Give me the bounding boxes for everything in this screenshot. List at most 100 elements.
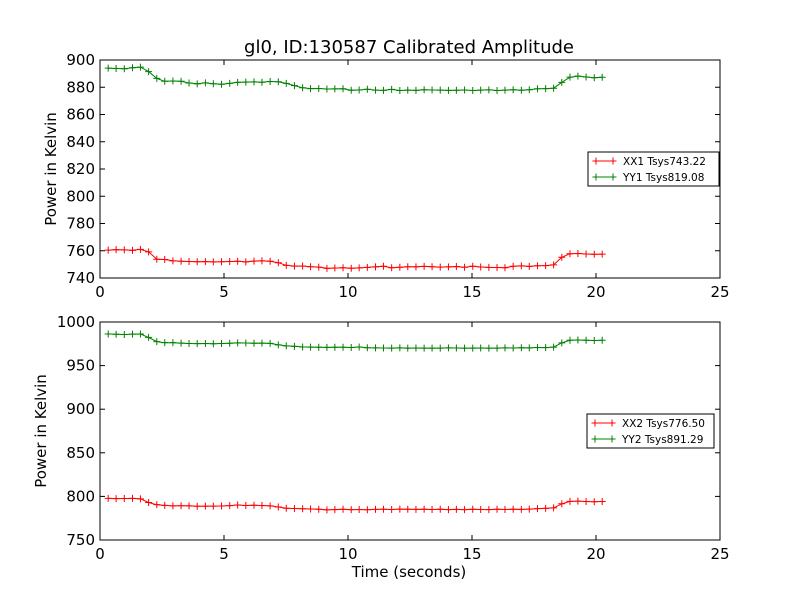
data-point (501, 344, 509, 352)
x-tick-label: 5 (219, 283, 229, 301)
legend-swatch-marker (609, 173, 617, 181)
data-point (469, 505, 477, 513)
data-point (161, 77, 169, 85)
data-point (331, 343, 339, 351)
data-point (234, 78, 242, 86)
data-point (347, 86, 355, 94)
data-point (161, 501, 169, 509)
x-tick-label: 15 (462, 545, 481, 563)
data-point (307, 85, 315, 93)
data-point (428, 505, 436, 513)
data-point (290, 505, 298, 513)
data-point (307, 505, 315, 513)
data-point (428, 263, 436, 271)
data-point (331, 85, 339, 93)
data-point (477, 86, 485, 94)
data-point (145, 333, 153, 341)
y-tick-label: 840 (66, 133, 95, 151)
data-point (533, 85, 541, 93)
data-point (169, 257, 177, 265)
data-point (250, 501, 258, 509)
y-tick-label: 800 (66, 187, 95, 205)
data-point (452, 86, 460, 94)
data-point (525, 262, 533, 270)
data-point (412, 505, 420, 513)
x-tick-label: 10 (338, 283, 357, 301)
data-point (485, 263, 493, 271)
data-point (436, 505, 444, 513)
figure-title: gl0, ID:130587 Calibrated Amplitude (244, 37, 574, 58)
data-point (525, 86, 533, 94)
data-point (153, 255, 161, 263)
data-point (250, 339, 258, 347)
data-point (315, 263, 323, 271)
data-point (558, 339, 566, 347)
data-point (452, 344, 460, 352)
data-point (282, 504, 290, 512)
data-point (307, 263, 315, 271)
y-tick-label: 860 (66, 106, 95, 124)
data-point (120, 494, 128, 502)
data-point (533, 343, 541, 351)
data-point (185, 258, 193, 266)
legend-label: XX1 Tsys743.22 (623, 156, 706, 168)
data-point (185, 339, 193, 347)
series-markers-2-1 (104, 494, 606, 514)
data-point (461, 506, 469, 514)
data-point (501, 86, 509, 94)
data-point (444, 263, 452, 271)
data-point (493, 264, 501, 272)
data-point (412, 86, 420, 94)
data-point (363, 506, 371, 514)
x-tick-label: 20 (586, 283, 605, 301)
data-point (452, 263, 460, 271)
data-point (461, 344, 469, 352)
data-point (404, 263, 412, 271)
data-point (590, 498, 598, 506)
data-point (355, 343, 363, 351)
x-tick-label: 20 (586, 545, 605, 563)
data-point (315, 505, 323, 513)
data-point (590, 336, 598, 344)
data-point (315, 84, 323, 92)
legend-swatch-marker (591, 419, 599, 427)
legend-box (586, 413, 715, 449)
data-point (120, 65, 128, 73)
legend-label: YY2 Tsys891.29 (621, 434, 703, 446)
data-point (396, 87, 404, 95)
data-point (177, 77, 185, 85)
data-point (428, 86, 436, 94)
data-point (112, 246, 120, 254)
data-point (145, 248, 153, 256)
data-point (469, 262, 477, 270)
y-axis-label: Power in Kelvin (32, 374, 50, 488)
y-tick-label: 800 (66, 487, 95, 505)
data-point (558, 253, 566, 261)
data-point (355, 505, 363, 513)
data-point (331, 264, 339, 272)
data-point (339, 505, 347, 513)
data-point (250, 78, 258, 86)
data-point (226, 339, 234, 347)
data-point (153, 338, 161, 346)
data-point (339, 343, 347, 351)
data-point (128, 330, 136, 338)
x-tick-label: 25 (710, 545, 729, 563)
data-point (209, 502, 217, 510)
legend: XX1 Tsys743.22 YY1 Tsys819.08 (587, 151, 720, 187)
legend-label: XX2 Tsys776.50 (622, 418, 705, 430)
data-point (120, 330, 128, 338)
data-point (566, 497, 574, 505)
data-point (501, 505, 509, 513)
x-tick-label: 5 (219, 545, 229, 563)
legend-swatch-marker (592, 173, 600, 181)
data-point (315, 343, 323, 351)
data-point (558, 500, 566, 508)
data-point (355, 264, 363, 272)
data-point (250, 257, 258, 265)
data-point (234, 501, 242, 509)
data-point (493, 505, 501, 513)
data-point (177, 502, 185, 510)
data-point (574, 497, 582, 505)
data-point (379, 262, 387, 270)
